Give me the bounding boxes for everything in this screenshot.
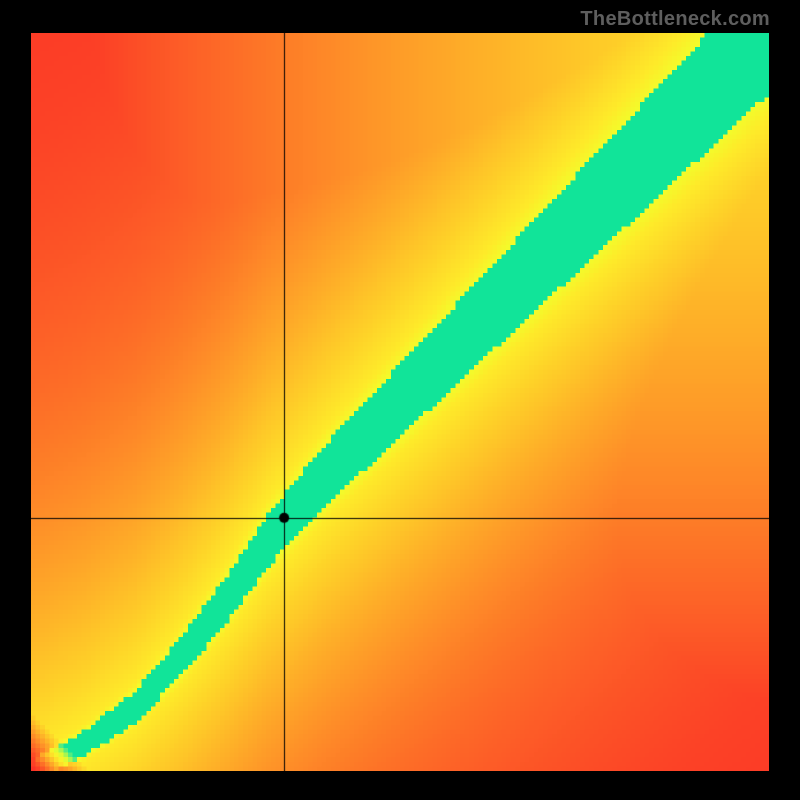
chart-frame: TheBottleneck.com [0,0,800,800]
crosshair-overlay [31,33,769,771]
watermark-text: TheBottleneck.com [580,8,770,31]
bottleneck-heatmap [31,33,769,771]
